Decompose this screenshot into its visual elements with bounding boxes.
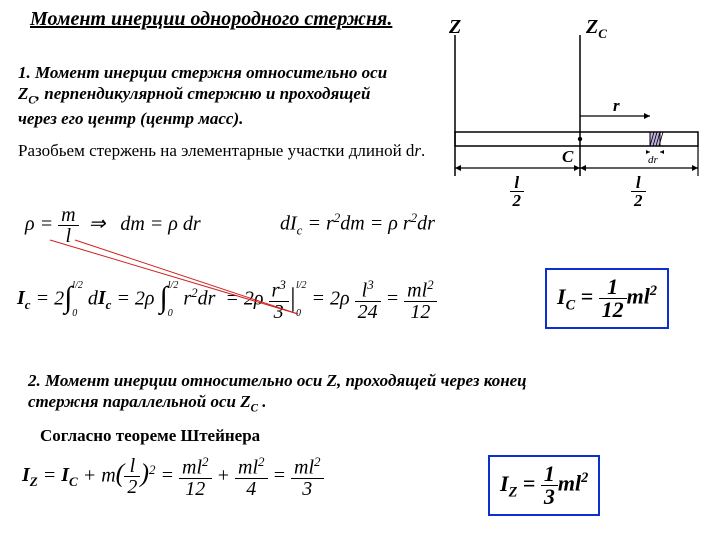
eq-Iz-boxed: IZ = 13ml2 (488, 455, 600, 516)
eq-Ic-long: Ic = 2∫l/20 dIc = 2ρ ∫l/20 r2dr = 2ρ r33… (17, 278, 437, 322)
eq-rho: ρ = ml ⇒ dm = ρ dr (25, 205, 201, 246)
eq-Iz-long: IZ = IC + m(l2)2 = ml212 + ml24 = ml23 (22, 455, 324, 499)
paragraph-1: 1. Момент инерции стержня относительно о… (18, 62, 408, 130)
page-title: Момент инерции однородного стержня. (30, 8, 392, 31)
paragraph-2: Разобьем стержень на элементарные участк… (18, 140, 438, 161)
paragraph-4: Согласно теореме Штейнера (40, 425, 260, 446)
rod-diagram (450, 20, 700, 190)
eq-dI: dIc = r2dm = ρ r2dr (280, 210, 435, 239)
eq-Ic-boxed: IC = 112ml2 (545, 268, 669, 329)
paragraph-3: 2. Момент инерции относительно оси Z, пр… (28, 370, 588, 416)
